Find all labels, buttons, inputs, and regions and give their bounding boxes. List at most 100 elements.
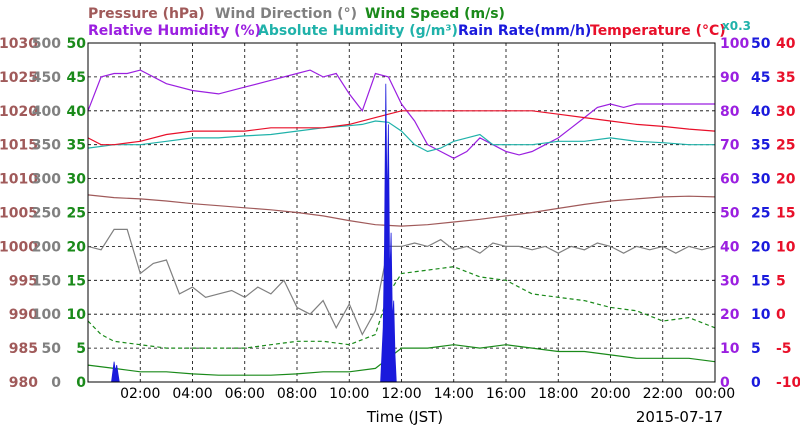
y-tick-label-rain-rate: 5	[751, 341, 761, 357]
y-tick-label-rain-rate: 40	[751, 104, 771, 120]
y-tick-label-pressure: 1010	[0, 172, 38, 188]
grid-lines	[88, 43, 715, 382]
y-tick-label-temperature: 30	[776, 104, 796, 120]
y-tick-label-pressure: 980	[9, 375, 38, 391]
y-tick-label-pressure: 1005	[0, 206, 38, 222]
y-tick-label-relative-humidity: 80	[720, 104, 740, 120]
legend-item: Wind Speed (m/s)	[365, 6, 505, 22]
abs-humidity-scale-note: x0.3	[722, 19, 751, 33]
y-tick-label-temperature: 25	[776, 138, 795, 154]
plot-frame	[87, 42, 716, 383]
y-tick-label-wind-direction: 0	[51, 375, 61, 391]
y-tick-label-relative-humidity: 0	[720, 375, 730, 391]
y-tick-label-temperature: 35	[776, 70, 795, 86]
x-tick-label: 18:00	[538, 386, 578, 402]
y-tick-label-temperature: -10	[776, 375, 800, 391]
y-tick-label-relative-humidity: 50	[720, 206, 740, 222]
y-tick-label-wind-direction: 350	[32, 138, 61, 154]
x-axis-label: Time (JST)	[366, 408, 443, 426]
x-tick-label: 14:00	[434, 386, 474, 402]
date-label: 2015-07-17	[636, 408, 723, 426]
y-tick-label-relative-humidity: 70	[720, 138, 740, 154]
y-tick-label-relative-humidity: 10	[720, 341, 740, 357]
y-tick-label-pressure: 1015	[0, 138, 38, 154]
x-tick-label: 06:00	[225, 386, 265, 402]
x-tick-label: 08:00	[277, 386, 317, 402]
y-tick-label-wind-speed: 20	[67, 239, 87, 255]
y-tick-label-wind-speed: 45	[67, 70, 86, 86]
y-tick-label-pressure: 985	[9, 341, 38, 357]
legend-item: Pressure (hPa)	[88, 6, 205, 22]
y-tick-label-pressure: 1025	[0, 70, 38, 86]
y-tick-label-temperature: 20	[776, 172, 796, 188]
y-tick-label-wind-speed: 40	[67, 104, 87, 120]
y-tick-label-rain-rate: 20	[751, 239, 771, 255]
y-tick-label-temperature: 0	[776, 307, 786, 323]
y-tick-label-wind-speed: 35	[67, 138, 86, 154]
y-tick-label-relative-humidity: 30	[720, 273, 740, 289]
series-layer	[87, 69, 716, 383]
x-tick-label: 22:00	[643, 386, 683, 402]
series-temperature	[87, 110, 716, 146]
y-tick-label-rain-rate: 50	[751, 36, 771, 52]
y-tick-label-rain-rate: 30	[751, 172, 771, 188]
legend-item: Rain Rate(mm/h)	[458, 23, 591, 39]
y-tick-label-wind-direction: 250	[32, 206, 61, 222]
y-tick-label-wind-speed: 50	[67, 36, 87, 52]
legend: Pressure (hPa) Wind Direction (°) Wind Spe…	[88, 6, 751, 39]
series-wind-speed-gust	[87, 266, 716, 349]
y-tick-label-wind-speed: 5	[76, 341, 86, 357]
x-tick-label: 02:00	[120, 386, 160, 402]
y-tick-label-relative-humidity: 90	[720, 70, 740, 86]
y-tick-label-wind-direction: 150	[32, 273, 61, 289]
y-tick-label-wind-speed: 30	[67, 172, 87, 188]
y-tick-label-wind-direction: 50	[42, 341, 62, 357]
x-tick-label: 16:00	[486, 386, 526, 402]
x-tick-label: 12:00	[381, 386, 421, 402]
y-tick-label-wind-speed: 0	[76, 375, 86, 391]
y-tick-label-rain-rate: 0	[751, 375, 761, 391]
y-tick-label-relative-humidity: 40	[720, 239, 740, 255]
y-tick-label-wind-direction: 100	[32, 307, 61, 323]
y-tick-label-temperature: -5	[776, 341, 792, 357]
x-tick-label: 04:00	[172, 386, 212, 402]
series-relative-humidity	[87, 69, 715, 159]
y-tick-label-pressure: 1000	[0, 239, 38, 255]
series-pressure	[87, 194, 716, 227]
y-tick-label-wind-direction: 300	[32, 172, 61, 188]
y-tick-label-wind-speed: 25	[67, 206, 86, 222]
y-tick-label-wind-direction: 400	[32, 104, 61, 120]
y-tick-label-rain-rate: 10	[751, 307, 771, 323]
series-wind-direction	[87, 228, 716, 336]
y-tick-label-relative-humidity: 60	[720, 172, 740, 188]
y-tick-label-temperature: 5	[776, 273, 786, 289]
x-axis-ticks: 02:00 04:00 06:00 08:00 10:00 12:00 14:00 16:00…	[120, 386, 735, 402]
series-rain-rate	[88, 83, 715, 383]
y-tick-label-rain-rate: 45	[751, 70, 770, 86]
y-tick-label-rain-rate: 35	[751, 138, 770, 154]
y-tick-label-temperature: 15	[776, 206, 795, 222]
series-absolute-humidity	[87, 120, 715, 153]
y-tick-label-pressure: 1030	[0, 36, 38, 52]
y-tick-label-pressure: 990	[9, 307, 38, 323]
y-tick-label-wind-direction: 450	[32, 70, 61, 86]
y-tick-label-rain-rate: 25	[751, 206, 770, 222]
legend-item: Relative Humidity (%)	[88, 23, 261, 39]
x-tick-label: 00:00	[695, 386, 735, 402]
y-tick-label-wind-speed: 10	[67, 307, 87, 323]
y-tick-label-relative-humidity: 100	[720, 36, 749, 52]
legend-item: Temperature (°C)	[590, 23, 726, 39]
y-tick-label-temperature: 10	[776, 239, 796, 255]
y-tick-label-temperature: 40	[776, 36, 796, 52]
y-tick-label-pressure: 995	[9, 273, 38, 289]
y-tick-label-pressure: 1020	[0, 104, 38, 120]
legend-item: Absolute Humidity (g/m³)	[258, 23, 458, 39]
legend-item: Wind Direction (°)	[215, 6, 357, 22]
x-tick-label: 10:00	[329, 386, 369, 402]
y-tick-label-wind-direction: 200	[32, 239, 61, 255]
y-tick-label-relative-humidity: 20	[720, 307, 740, 323]
x-tick-label: 20:00	[590, 386, 630, 402]
y-tick-label-rain-rate: 15	[751, 273, 770, 289]
y-tick-label-wind-direction: 500	[32, 36, 61, 52]
